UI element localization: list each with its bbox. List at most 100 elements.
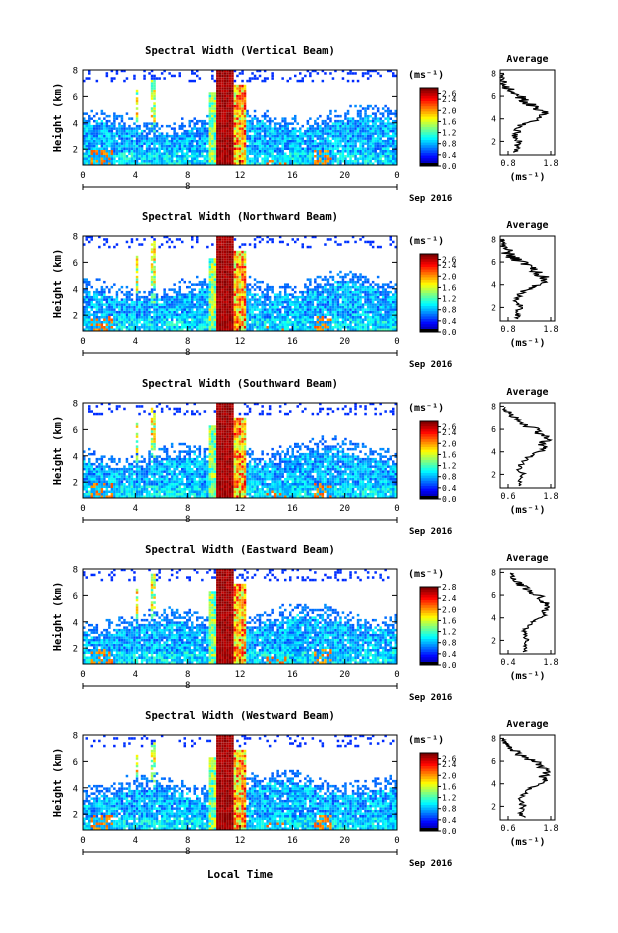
heatmap-cell (121, 326, 124, 329)
heatmap-cell (309, 75, 312, 78)
heatmap-cell (153, 251, 156, 254)
heatmap-cell (362, 75, 365, 78)
heatmap-cell (171, 158, 174, 161)
heatmap-cell (259, 308, 262, 311)
heatmap-cell (254, 153, 256, 156)
heatmap-cell (186, 137, 189, 140)
heatmap-cell (181, 321, 184, 324)
heatmap-cell (101, 140, 104, 143)
heatmap-cell (153, 145, 156, 148)
heatmap-cell (86, 326, 89, 329)
heatmap-cell (367, 298, 370, 301)
heatmap-cell (93, 148, 96, 151)
heatmap-cell (186, 316, 189, 319)
heatmap-cell (111, 132, 114, 135)
heatmap-cell (158, 314, 161, 317)
heatmap-cell (234, 160, 237, 163)
heatmap-cell (113, 160, 116, 163)
heatmap-cell (256, 301, 259, 304)
heatmap-cell (236, 130, 239, 133)
heatmap-cell (249, 306, 252, 309)
heatmap-cell (151, 301, 154, 304)
heatmap-cell (91, 314, 94, 317)
heatmap-cell (357, 127, 360, 129)
heatmap-cell (196, 132, 199, 135)
heatmap-cell (284, 283, 287, 286)
heatmap-cell (369, 160, 372, 163)
heatmap-cell (261, 303, 264, 306)
heatmap-cell (236, 122, 239, 125)
heatmap-cell (221, 155, 224, 158)
heatmap-cell (93, 115, 96, 118)
heatmap-cell (216, 87, 219, 90)
heatmap-cell (347, 288, 350, 291)
heatmap-cell (116, 160, 119, 163)
heatmap-cell (194, 137, 197, 140)
heatmap-cell (259, 326, 262, 329)
heatmap-cell (299, 306, 302, 309)
heatmap-cell (337, 137, 340, 140)
heatmap-cell (329, 291, 332, 294)
heatmap-cell (153, 276, 156, 279)
heatmap-cell (264, 140, 267, 143)
heatmap-cell (176, 326, 179, 329)
heatmap-cell (256, 281, 259, 284)
heatmap-cell (91, 148, 94, 151)
heatmap-cell (287, 127, 290, 129)
heatmap-cell (136, 150, 139, 153)
heatmap-cell (344, 308, 347, 311)
heatmap-cell (143, 137, 146, 140)
heatmap-cell (374, 142, 377, 145)
heatmap-cell (209, 125, 212, 128)
heatmap-cell (289, 77, 292, 80)
heatmap-cell (189, 140, 192, 143)
heatmap-cell (357, 303, 360, 306)
heatmap-cell (241, 80, 244, 83)
heatmap-cell (271, 140, 274, 143)
heatmap-cell (382, 150, 385, 153)
heatmap-cell (256, 298, 259, 301)
heatmap-cell (181, 301, 184, 304)
heatmap-cell (264, 145, 267, 148)
heatmap-cell (344, 273, 347, 276)
heatmap-cell (297, 316, 300, 319)
heatmap-cell (221, 321, 224, 324)
heatmap-cell (271, 306, 274, 309)
heatmap-cell (93, 142, 96, 145)
heatmap-cell (196, 130, 199, 133)
heatmap-cell (317, 122, 320, 125)
heatmap-cell (307, 314, 310, 317)
heatmap-cell (136, 238, 139, 241)
heatmap-cell (88, 117, 91, 120)
heatmap-cell (292, 135, 295, 138)
heatmap-cell (309, 130, 312, 133)
heatmap-cell (251, 135, 254, 138)
heatmap-cell (118, 125, 121, 128)
heatmap-cell (141, 326, 144, 329)
heatmap-cell (171, 308, 174, 311)
heatmap-cell (231, 238, 234, 241)
heatmap-cell (332, 314, 335, 317)
heatmap-cell (229, 261, 232, 264)
heatmap-cell (126, 140, 129, 143)
heatmap-cell (327, 291, 330, 294)
heatmap-cell (136, 135, 139, 138)
heatmap-cell (384, 105, 387, 108)
heatmap-cell (186, 142, 189, 145)
heatmap-cell (271, 301, 274, 304)
heatmap-cell (236, 266, 239, 269)
heatmap-cell (153, 153, 156, 156)
heatmap-cell (357, 286, 360, 289)
heatmap-cell (231, 75, 234, 78)
heatmap-cell (173, 316, 176, 319)
heatmap-cell (206, 306, 209, 309)
heatmap-cell (236, 150, 239, 153)
heatmap-cell (231, 115, 234, 118)
heatmap-cell (231, 253, 234, 256)
heatmap-cell (171, 306, 174, 309)
heatmap-cell (359, 319, 362, 322)
heatmap-cell (322, 145, 325, 148)
heatmap-cell (359, 145, 362, 148)
heatmap-cell (281, 306, 284, 309)
heatmap-cell (146, 308, 149, 311)
